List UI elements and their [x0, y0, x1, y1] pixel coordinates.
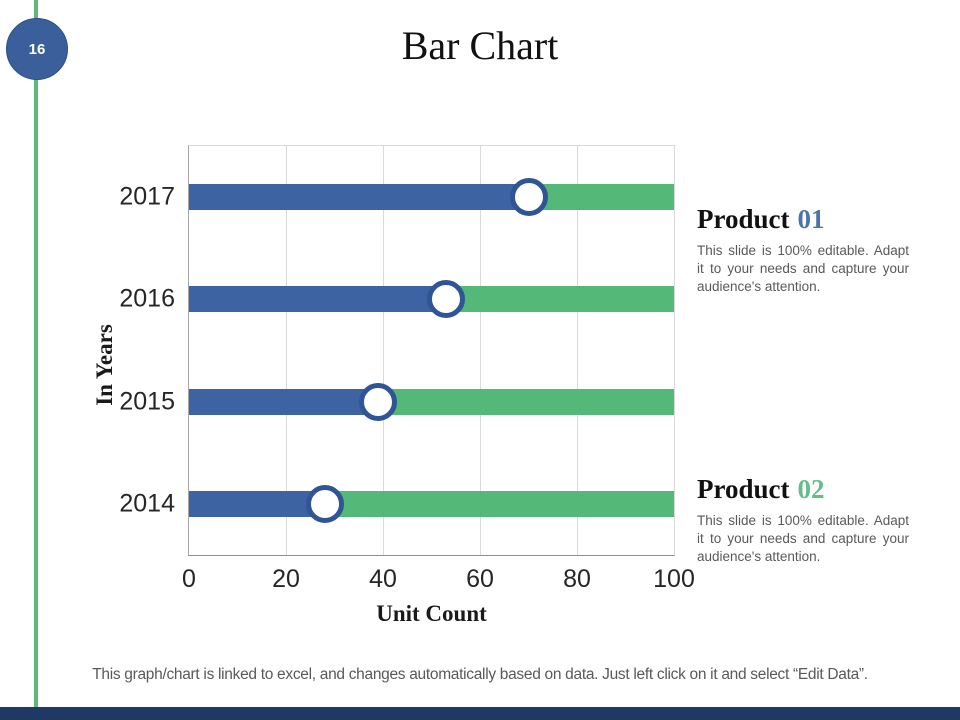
bar-segment-product2 [528, 184, 674, 211]
y-axis-title: In Years [92, 324, 117, 406]
bar-segment-product2 [378, 388, 674, 415]
y-axis-label: 2016 [119, 284, 175, 313]
bar-segment-product2 [446, 286, 674, 313]
x-tick-label: 100 [653, 565, 695, 593]
bar-segment-product1 [189, 286, 447, 313]
accent-line [34, 0, 38, 707]
x-tick-label: 20 [272, 565, 300, 593]
gridline [577, 146, 578, 555]
value-marker [509, 178, 548, 217]
value-marker [427, 280, 466, 319]
product-2-body: This slide is 100% editable. Adapt it to… [697, 513, 909, 565]
gridline [674, 146, 675, 555]
x-tick-label: 80 [563, 565, 591, 593]
page-number: 16 [28, 40, 46, 58]
x-axis-title: Unit Count [376, 601, 487, 626]
product-1-body: This slide is 100% editable. Adapt it to… [697, 243, 909, 295]
y-axis-label: 2017 [119, 182, 175, 211]
product-2-heading: Product 02 [697, 474, 909, 505]
product-2-number: 02 [797, 474, 825, 504]
footer-caption: This graph/chart is linked to excel, and… [92, 666, 868, 683]
bar-segment-product2 [324, 490, 674, 517]
footer-bar [0, 707, 960, 720]
page-title: Bar Chart [401, 23, 559, 68]
gridline [480, 146, 481, 555]
product-2-name: Product [697, 474, 790, 504]
x-tick-label: 40 [369, 565, 397, 593]
value-marker [305, 484, 344, 523]
bar-segment-product1 [189, 388, 379, 415]
gridline [383, 146, 384, 555]
bar-segment-product1 [189, 184, 529, 211]
y-axis-label: 2015 [119, 387, 175, 416]
gridline [286, 146, 287, 555]
bar-segment-product1 [189, 490, 325, 517]
product-2-card: Product 02 This slide is 100% editable. A… [697, 474, 909, 566]
product-1-heading: Product 01 [697, 204, 909, 235]
page-number-badge: 16 [6, 18, 68, 80]
value-marker [359, 382, 398, 421]
x-tick-label: 0 [182, 565, 196, 593]
product-1-number: 01 [797, 204, 825, 234]
product-1-name: Product [697, 204, 790, 234]
y-axis-label: 2014 [119, 489, 175, 518]
product-1-card: Product 01 This slide is 100% editable. A… [697, 204, 909, 296]
plot-area[interactable]: Unit Count 0 20 40 60 80 100 2017 2016 2015 2014 [119, 145, 695, 626]
x-tick-label: 60 [466, 565, 494, 593]
